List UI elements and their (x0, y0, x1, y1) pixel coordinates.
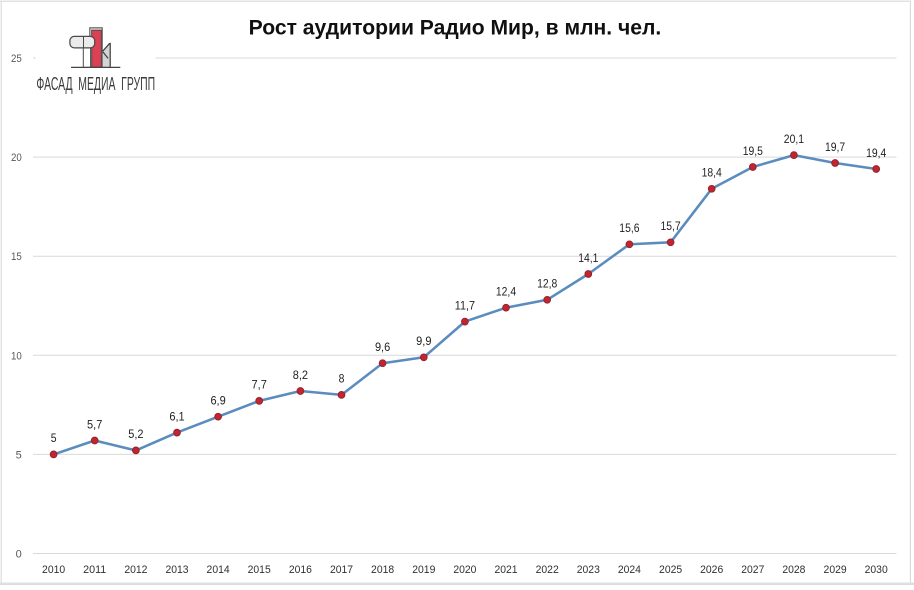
svg-text:12,8: 12,8 (537, 277, 558, 291)
svg-text:0: 0 (16, 549, 22, 561)
svg-text:8,2: 8,2 (293, 368, 308, 382)
svg-text:19,7: 19,7 (825, 140, 845, 154)
svg-text:19,5: 19,5 (743, 144, 764, 158)
svg-text:2012: 2012 (124, 564, 147, 576)
svg-text:ФАСАД МЕДИА ГРУПП: ФАСАД МЕДИА ГРУПП (36, 73, 155, 94)
svg-text:15,7: 15,7 (661, 219, 681, 233)
svg-text:20: 20 (11, 152, 22, 164)
svg-text:15: 15 (11, 251, 22, 263)
svg-text:2021: 2021 (494, 564, 517, 576)
svg-text:2015: 2015 (248, 564, 271, 576)
svg-text:2014: 2014 (207, 564, 230, 576)
svg-text:2030: 2030 (865, 564, 888, 576)
svg-text:15,6: 15,6 (619, 221, 640, 235)
svg-text:2013: 2013 (165, 564, 188, 576)
svg-text:5,7: 5,7 (87, 417, 102, 431)
svg-text:2025: 2025 (659, 564, 682, 576)
svg-text:18,4: 18,4 (702, 166, 723, 180)
svg-text:2022: 2022 (536, 564, 559, 576)
svg-text:25: 25 (11, 53, 22, 65)
svg-text:19,4: 19,4 (866, 146, 887, 160)
svg-text:2010: 2010 (42, 564, 65, 576)
svg-text:20,1: 20,1 (784, 132, 804, 146)
svg-text:2027: 2027 (741, 564, 764, 576)
svg-text:2024: 2024 (618, 564, 641, 576)
svg-text:2020: 2020 (453, 564, 476, 576)
svg-text:2018: 2018 (371, 564, 394, 576)
svg-text:2017: 2017 (330, 564, 353, 576)
svg-text:5,2: 5,2 (128, 427, 143, 441)
svg-text:11,7: 11,7 (455, 298, 475, 312)
svg-text:2029: 2029 (824, 564, 847, 576)
svg-text:9,9: 9,9 (416, 334, 431, 348)
svg-text:2016: 2016 (289, 564, 312, 576)
svg-text:8: 8 (339, 372, 345, 386)
svg-text:5: 5 (51, 431, 57, 445)
svg-text:7,7: 7,7 (252, 378, 267, 392)
svg-text:2028: 2028 (782, 564, 805, 576)
svg-text:2019: 2019 (412, 564, 435, 576)
svg-text:Рост аудитории Радио Мир, в мл: Рост аудитории Радио Мир, в млн. чел. (249, 17, 662, 40)
svg-text:12,4: 12,4 (496, 285, 517, 299)
svg-text:5: 5 (16, 449, 22, 461)
svg-text:6,1: 6,1 (169, 409, 184, 423)
svg-text:9,6: 9,6 (375, 340, 391, 354)
svg-text:2023: 2023 (577, 564, 600, 576)
svg-text:2026: 2026 (700, 564, 723, 576)
svg-text:10: 10 (11, 350, 22, 362)
svg-text:2011: 2011 (83, 564, 106, 576)
svg-text:6,9: 6,9 (210, 394, 225, 408)
svg-text:14,1: 14,1 (578, 251, 598, 265)
